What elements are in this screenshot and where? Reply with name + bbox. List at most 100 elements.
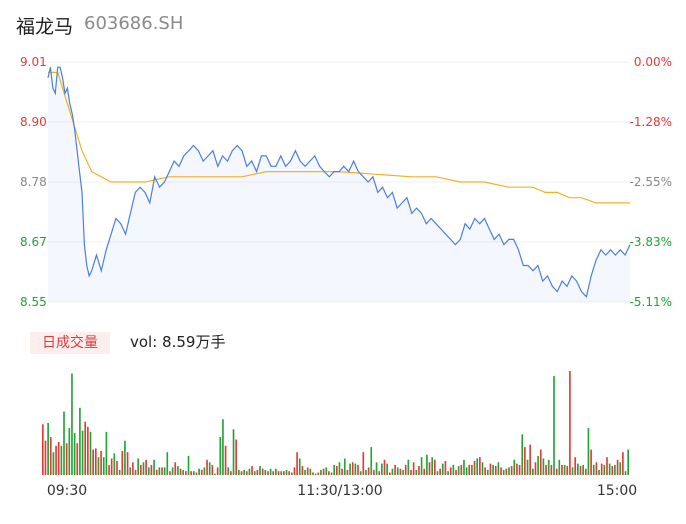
- volume-bar: [566, 466, 569, 475]
- volume-bar: [486, 469, 489, 475]
- volume-bar: [587, 428, 590, 475]
- volume-bar: [516, 463, 518, 475]
- volume-bar: [44, 440, 47, 475]
- volume-bar: [147, 467, 150, 475]
- volume-bar: [624, 471, 627, 475]
- volume-bar: [370, 447, 373, 475]
- volume-bar: [124, 440, 126, 475]
- volume-bar: [611, 466, 614, 475]
- volume-bar: [97, 457, 100, 475]
- volume-bar: [592, 464, 595, 475]
- volume-bar: [426, 454, 428, 475]
- volume-bar: [492, 464, 494, 475]
- volume-bar: [158, 467, 161, 475]
- volume-bar: [52, 452, 55, 475]
- volume-bar: [137, 458, 139, 475]
- volume-bar: [526, 459, 529, 475]
- volume-bar: [590, 449, 592, 475]
- volume-bar: [404, 464, 407, 475]
- volume-bar: [529, 444, 531, 475]
- volume-bar: [412, 462, 415, 475]
- volume-bar: [505, 468, 508, 475]
- volume-bar: [298, 458, 301, 475]
- volume-bar: [267, 471, 269, 475]
- volume-bar: [431, 457, 433, 475]
- volume-bar: [569, 371, 571, 475]
- volume-bar: [553, 376, 555, 475]
- volume-bar: [325, 467, 328, 475]
- volume-bar: [198, 468, 200, 475]
- volume-bar: [619, 462, 622, 475]
- volume-bar: [476, 458, 479, 475]
- volume-bar: [275, 468, 277, 475]
- volume-bar: [240, 471, 243, 475]
- volume-bar: [584, 468, 587, 475]
- volume-bar: [224, 445, 227, 475]
- volume-bar: [346, 469, 349, 475]
- volume-bar: [182, 469, 185, 475]
- volume-bar: [153, 459, 155, 475]
- volume-bar: [47, 423, 49, 475]
- volume-bar: [484, 467, 486, 475]
- volume-bar: [555, 468, 558, 475]
- price-axis-ticks: 9.01 8.90 8.78 8.67 8.55: [20, 55, 47, 309]
- volume-label-badge: 日成交量: [30, 332, 110, 354]
- percent-axis-ticks: 0.00% -1.28% -2.55% -3.83% -5.11%: [630, 55, 672, 309]
- volume-bar: [468, 464, 471, 475]
- volume-bar: [179, 468, 182, 475]
- volume-bar: [177, 466, 179, 475]
- volume-bar: [277, 471, 280, 475]
- volume-bar: [116, 461, 118, 475]
- volume-bar: [614, 464, 616, 475]
- volume-bar: [232, 429, 235, 475]
- volume-bar: [272, 471, 275, 475]
- volume-bar: [362, 452, 365, 475]
- volume-bar: [60, 445, 63, 475]
- volume-bar: [288, 471, 290, 475]
- volume-bar: [399, 468, 402, 475]
- volume-bar: [129, 467, 132, 475]
- volume-bar: [598, 469, 600, 475]
- volume-bar: [320, 469, 322, 475]
- volume-bar: [542, 458, 545, 475]
- volume-bar: [169, 471, 171, 475]
- volume-bar: [391, 468, 394, 475]
- percent-tick-label: -3.83%: [630, 235, 672, 249]
- volume-bar: [155, 469, 158, 475]
- volume-bar: [457, 466, 460, 475]
- volume-bar: [627, 449, 629, 475]
- volume-bar: [354, 463, 357, 475]
- volume-bar: [208, 462, 211, 475]
- volume-bar: [402, 469, 404, 475]
- price-area-fill: [48, 67, 630, 302]
- volume-bar: [203, 467, 206, 475]
- volume-bar: [251, 466, 253, 475]
- price-tick-label: 8.67: [20, 235, 47, 249]
- volume-bar: [195, 472, 198, 475]
- volume-bar: [441, 463, 444, 475]
- volume-bar: [494, 466, 497, 475]
- volume-bar: [126, 452, 129, 475]
- volume-bar: [187, 456, 190, 475]
- volume-bar: [600, 463, 603, 475]
- volume-bar: [42, 424, 44, 475]
- volume-bar: [563, 464, 566, 475]
- volume-summary: vol: 8.59万手: [130, 333, 226, 351]
- volume-bar: [386, 463, 388, 475]
- volume-bar: [510, 466, 513, 475]
- volume-bar: [243, 469, 245, 475]
- volume-bar: [312, 472, 314, 475]
- volume-bar: [145, 459, 147, 475]
- volume-bar: [290, 472, 293, 475]
- volume-bar: [185, 471, 187, 475]
- volume-bar: [280, 471, 283, 475]
- volume-bar: [558, 459, 561, 475]
- volume-bar: [330, 472, 333, 475]
- volume-bar: [92, 449, 94, 475]
- volume-bar: [222, 419, 224, 475]
- price-line: [47, 66, 631, 299]
- volume-bar: [489, 463, 492, 475]
- volume-bar: [608, 463, 611, 475]
- volume-bar: [582, 464, 584, 475]
